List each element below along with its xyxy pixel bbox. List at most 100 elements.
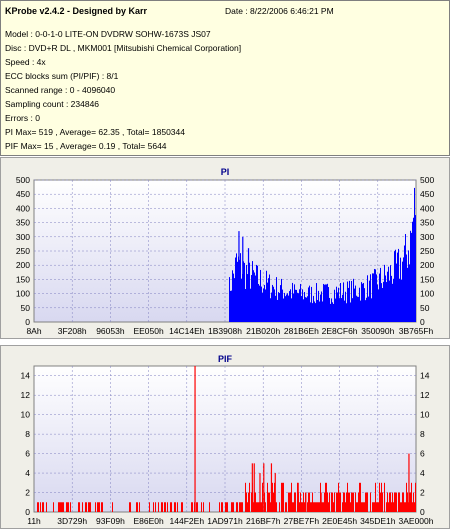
pi-bar [344,300,345,322]
pi-bar [301,296,302,322]
y-tick-label-right: 100 [420,289,434,299]
pif-bar [378,502,379,512]
pif-bar [412,502,413,512]
x-tick-label: 144F2Eh [170,516,205,526]
pi-bar [387,271,388,322]
pi-bar [306,297,307,322]
pi-bar [320,294,321,322]
pif-bar [373,502,374,512]
y-tick-label-right: 2 [420,488,425,498]
pi-bar [243,261,244,322]
pif-bar [367,492,368,512]
pi-bar [269,274,270,322]
pi-bar [290,289,291,322]
pi-bar [254,272,255,322]
pif-bar [347,482,348,512]
pi-bar [281,278,282,322]
pif-bar [295,492,296,512]
pif-bar [411,482,412,512]
pi-bar [236,253,237,322]
pi-bar [267,282,268,322]
pi-bar [295,289,296,322]
pif-bar [380,492,381,512]
spike-bar [263,463,265,512]
pi-bar [379,273,380,322]
pi-bar [367,275,368,322]
x-tick-label: 21B020h [246,326,280,336]
spike-bar [242,236,244,322]
pif-bar [313,502,314,512]
pif-bar [241,502,242,512]
pi-bar [374,268,375,322]
pif-bar [364,502,365,512]
pif-bar [233,502,234,512]
pi-bar [286,294,287,322]
pi-bar [268,278,269,322]
pi-bar [349,280,350,322]
pif-bar [264,492,265,512]
y-tick-label-right: 4 [420,468,425,478]
pi-bar [307,296,308,322]
pif-bar [276,502,277,512]
spike-bar [247,248,250,322]
pif-bar [375,482,376,512]
pi-bar [385,275,386,322]
pi-bar [330,303,331,322]
pif-bar [227,502,228,512]
pi-bar [373,273,374,322]
pi-bar [404,245,405,322]
pi-bar [298,293,299,322]
pi-bar [376,274,377,322]
spike-bar [320,492,322,512]
pi-bar [386,282,387,322]
spike-bar [259,473,261,512]
pi-bar [335,298,336,322]
pi-bar [377,284,378,322]
pi-bar [332,302,333,322]
pif-bar [363,502,364,512]
pif-bar [316,502,317,512]
pif-bar [265,502,266,512]
x-tick-label: 3AE000h [399,516,434,526]
pi-bar [297,292,298,322]
pif-bar [88,502,89,512]
pif-bar [350,502,351,512]
pif-bar [355,492,356,512]
y-tick-label-left: 8 [25,429,30,439]
pi-bar [229,277,230,322]
pif-bar [329,492,330,512]
pif-bar [386,502,387,512]
pi-bar [363,282,364,322]
pif-bar [315,502,316,512]
pi-bar [334,289,335,322]
pif-bar [197,502,198,512]
pi-bar [361,282,362,322]
app-title: KProbe v2.4.2 - Designed by Karr [5,6,148,16]
pi-bar [258,283,259,322]
pi-bar [251,275,252,322]
pif-bar [393,502,394,512]
pi-bar [384,264,385,322]
pif-bar [322,502,323,512]
pi-bar [325,284,326,322]
pif-bar [270,502,271,512]
y-tick-label-left: 10 [21,410,31,420]
pif-bar [365,492,366,512]
pif-bar [253,502,254,512]
x-tick-label: 8Ah [26,326,41,336]
pif-bar [283,482,284,512]
pif-bar [379,482,380,512]
pif-bar [331,492,332,512]
pif-bar [95,502,96,512]
x-tick-label: 345DE1h [360,516,396,526]
y-tick-label-right: 450 [420,189,434,199]
pif-bar [414,502,415,512]
pi-bar [273,286,274,322]
pif-bar [175,502,176,512]
pif-bar [58,502,59,512]
pif-bar [79,502,80,512]
pif-bar [286,502,287,512]
pif-bar [381,482,382,512]
x-tick-label: 281B6Eh [284,326,319,336]
spike-bar [238,231,240,322]
